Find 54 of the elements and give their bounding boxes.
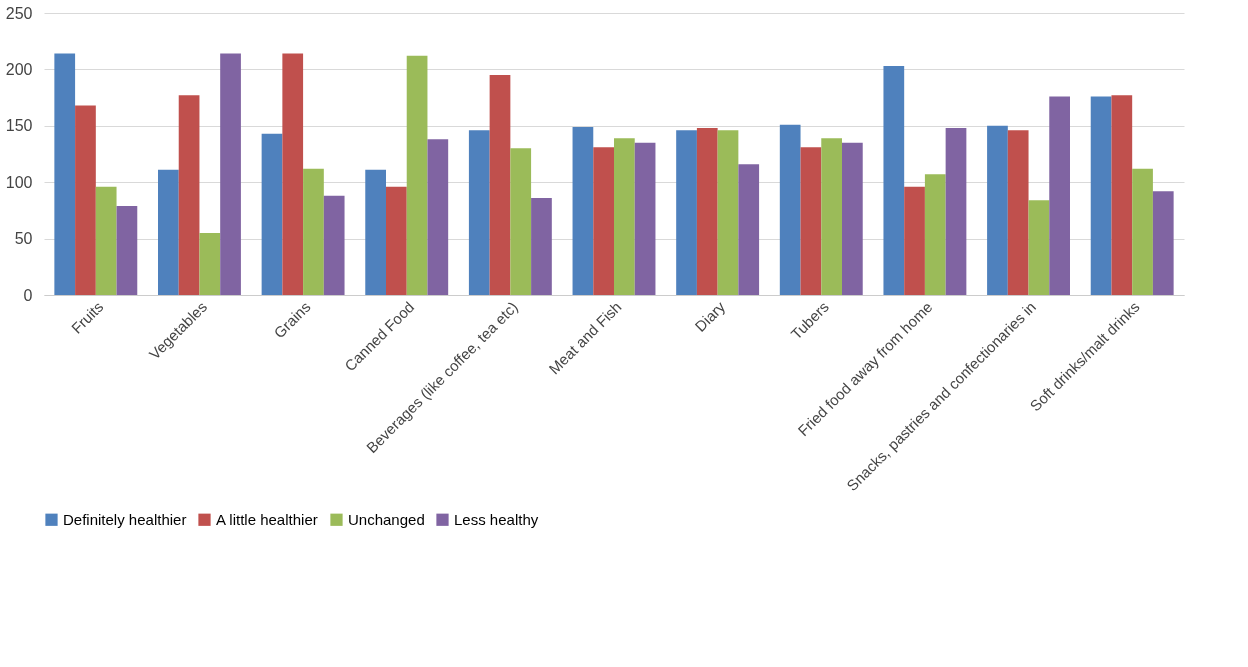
bar xyxy=(904,186,925,295)
y-tick-label: 100 xyxy=(5,173,33,191)
bar xyxy=(987,125,1008,295)
bar xyxy=(696,128,718,295)
bar xyxy=(1132,168,1153,295)
bar xyxy=(116,205,138,295)
bar xyxy=(614,138,635,295)
bar xyxy=(634,142,656,295)
bar xyxy=(924,174,946,295)
bar xyxy=(1049,96,1070,295)
bar xyxy=(323,195,345,295)
bar xyxy=(883,66,905,295)
y-tick-label: 200 xyxy=(5,60,33,78)
bar xyxy=(738,164,760,295)
bar xyxy=(676,130,697,295)
bar xyxy=(158,169,179,295)
bar xyxy=(945,128,967,295)
bar xyxy=(468,130,490,295)
bar xyxy=(800,147,822,295)
bar xyxy=(489,75,511,295)
bar xyxy=(54,53,76,295)
y-tick-label: 0 xyxy=(23,286,33,304)
legend-label: A little healthier xyxy=(216,510,318,528)
bar xyxy=(1111,95,1133,295)
bar xyxy=(1152,191,1174,295)
bar xyxy=(95,186,117,295)
bar xyxy=(531,197,552,295)
bar xyxy=(406,55,428,295)
y-tick-label: 50 xyxy=(14,230,33,248)
bar xyxy=(821,138,842,295)
bar xyxy=(779,124,801,295)
legend-label: Definitely healthier xyxy=(63,510,187,528)
bar xyxy=(261,133,283,295)
y-tick-label: 250 xyxy=(5,4,33,22)
bar xyxy=(1090,96,1112,295)
bar xyxy=(386,186,407,295)
bar xyxy=(199,232,221,295)
bar xyxy=(427,139,449,295)
legend-label: Unchanged xyxy=(348,510,425,528)
bar xyxy=(842,142,863,295)
bar xyxy=(572,126,594,295)
bar xyxy=(1007,130,1029,295)
bar xyxy=(178,95,200,295)
bar xyxy=(510,148,532,295)
bar xyxy=(75,105,96,295)
bar xyxy=(1028,200,1050,295)
bar xyxy=(303,168,324,295)
bar xyxy=(220,53,241,295)
bar xyxy=(282,53,304,295)
bar xyxy=(717,130,739,295)
bar xyxy=(593,147,614,295)
y-tick-label: 150 xyxy=(5,117,33,135)
bar xyxy=(365,169,386,295)
legend-label: Less healthy xyxy=(454,510,539,528)
